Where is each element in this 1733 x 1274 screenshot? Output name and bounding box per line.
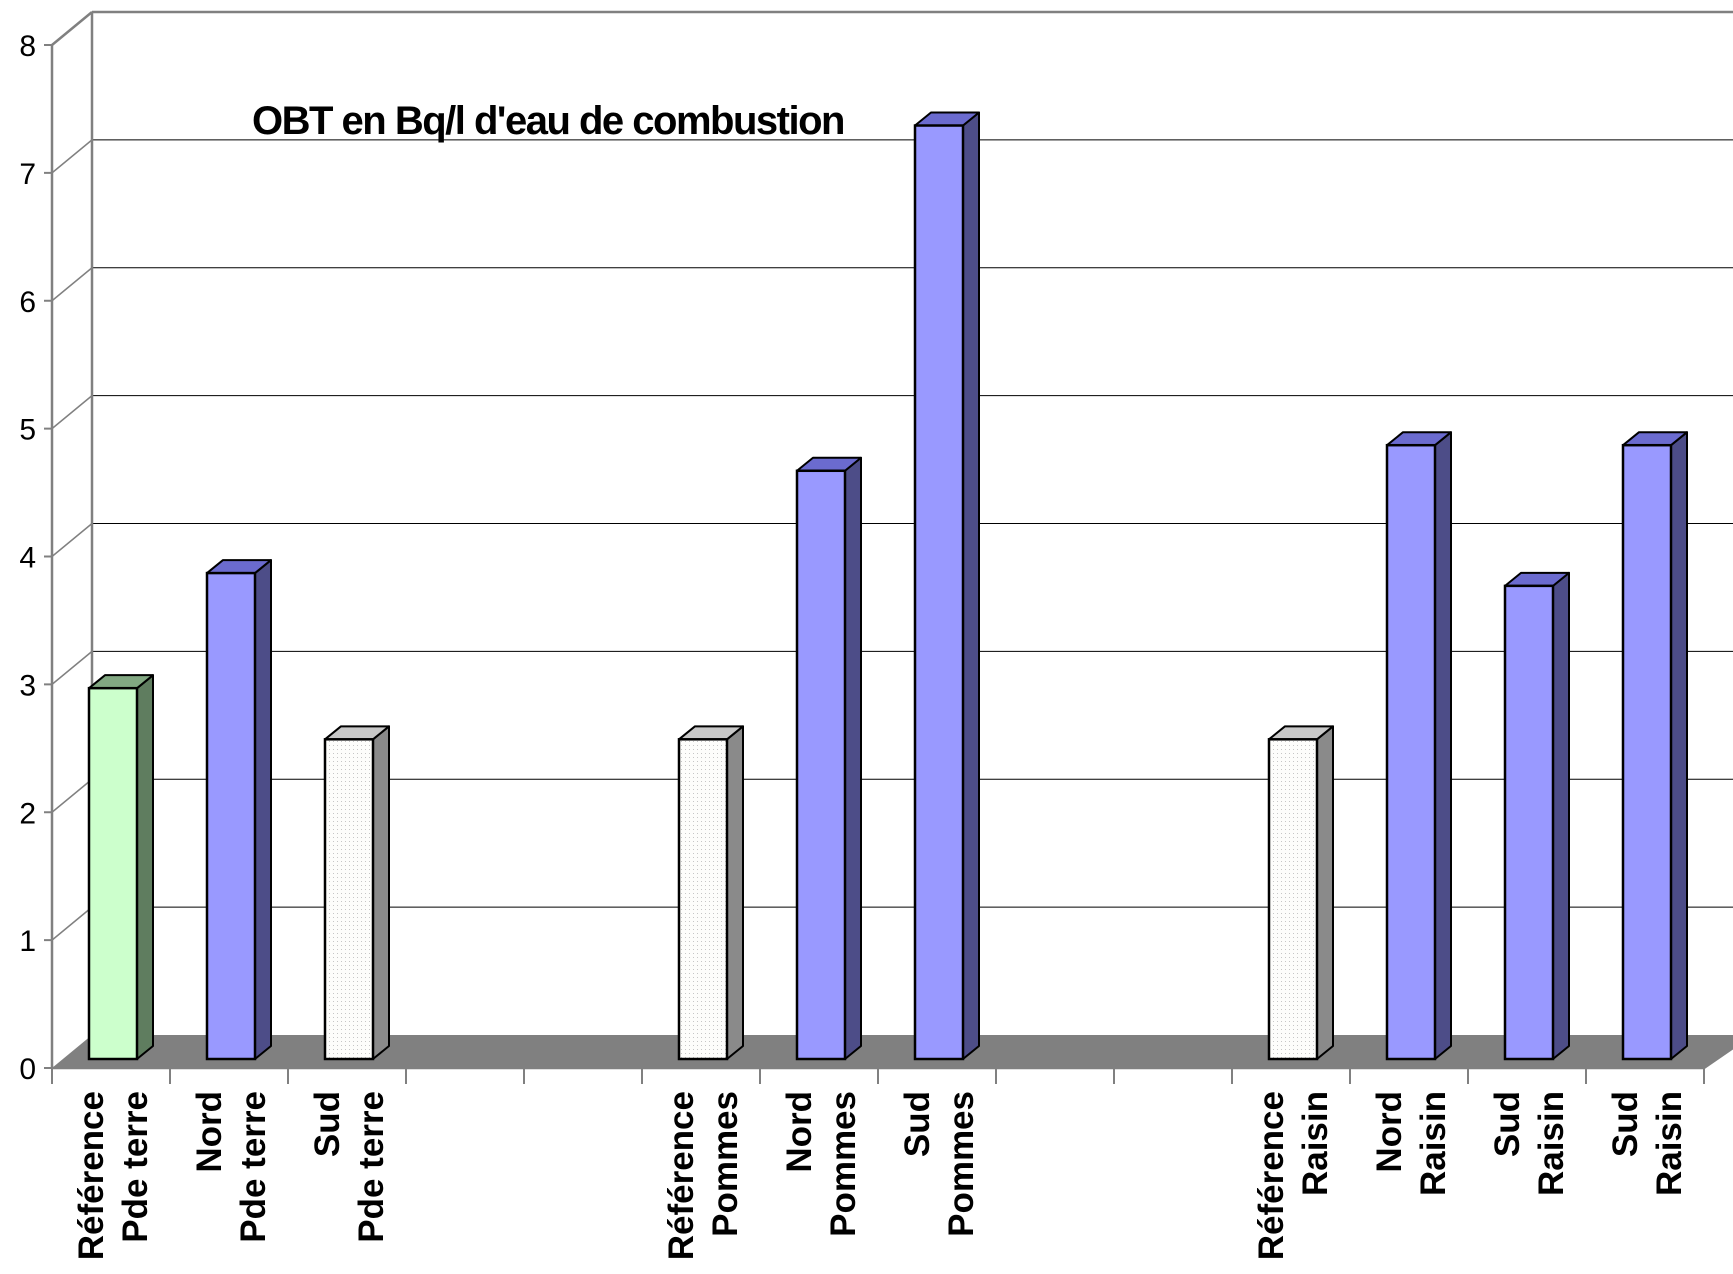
category-label: Nord Raisin (1370, 1091, 1453, 1196)
bar (205, 559, 272, 1061)
bar-layer (87, 111, 1688, 1061)
bar-front (1503, 584, 1555, 1061)
category-label-line: Référence (72, 1091, 111, 1260)
bar (87, 674, 154, 1061)
bar-front (1267, 738, 1319, 1061)
floor-layer (52, 1035, 1733, 1068)
bar-side (1670, 431, 1688, 1060)
bar (913, 111, 980, 1061)
bar (677, 725, 744, 1061)
bar-front (205, 571, 257, 1061)
side-gridline (51, 267, 93, 302)
chart-title: OBT en Bq/l d'eau de combustion (252, 99, 844, 143)
bar (1503, 571, 1570, 1061)
floor-edge (1703, 1046, 1733, 1070)
bar-front (1385, 443, 1437, 1061)
bar (1267, 725, 1334, 1061)
wall-top-diagonal (51, 11, 93, 46)
y-tick-label: 0 (19, 1053, 36, 1086)
category-label-line: Pommes (824, 1091, 863, 1237)
bar-front (677, 738, 729, 1061)
label-layer: Référence Pde terre Nord Pde terre Sud Pde te… (72, 1091, 1689, 1260)
bar-front (913, 124, 965, 1061)
bar-side (372, 725, 390, 1060)
category-label: Référence Raisin (1252, 1091, 1335, 1260)
category-label: Sud Pommes (898, 1091, 981, 1237)
category-label-line: Sud (308, 1091, 347, 1157)
bar (1621, 431, 1688, 1061)
category-label: Nord Pommes (780, 1091, 863, 1237)
bar-side (962, 111, 980, 1060)
bar-side (136, 674, 154, 1060)
bar (323, 725, 390, 1061)
side-gridline (51, 778, 93, 813)
category-label-line: Pommes (942, 1091, 981, 1237)
category-label-line: Nord (190, 1091, 229, 1173)
category-label: Référence Pommes (662, 1091, 745, 1260)
bar-side (1552, 571, 1570, 1060)
y-tick-label: 4 (19, 542, 36, 575)
side-gridline (51, 650, 93, 685)
bar-front (87, 686, 139, 1061)
side-gridline (51, 522, 93, 558)
grid-layer (51, 10, 1733, 1035)
category-label-line: Pommes (706, 1091, 745, 1237)
chart-floor (52, 1035, 1733, 1068)
bar-front (795, 469, 847, 1061)
y-tick-label: 8 (19, 30, 36, 63)
y-tick-label: 5 (19, 414, 36, 447)
category-label-line: Pde terre (116, 1091, 155, 1243)
category-label-line: Raisin (1296, 1091, 1335, 1196)
category-label-line: Pde terre (234, 1091, 273, 1243)
y-tick-label: 1 (19, 925, 36, 958)
y-tick-label: 3 (19, 669, 36, 702)
side-gridline (51, 139, 93, 174)
category-label-line: Sud (898, 1091, 937, 1157)
bar-side (1434, 431, 1452, 1060)
category-label-line: Sud (1488, 1091, 1527, 1157)
bar-front (1621, 443, 1673, 1061)
category-label: Nord Pde terre (190, 1091, 273, 1243)
bar-side (726, 725, 744, 1060)
bar (795, 456, 862, 1061)
y-tick-label: 7 (19, 158, 36, 191)
category-label-line: Raisin (1414, 1091, 1453, 1196)
category-label: Sud Raisin (1488, 1091, 1571, 1196)
category-label: Référence Pde terre (72, 1091, 155, 1260)
y-tick-label: 2 (19, 797, 36, 830)
category-label: Sud Raisin (1606, 1091, 1689, 1196)
category-label-line: Raisin (1532, 1091, 1571, 1196)
bar (1385, 431, 1452, 1061)
category-label-line: Pde terre (352, 1091, 391, 1243)
category-label: Sud Pde terre (308, 1091, 391, 1243)
category-label-line: Référence (1252, 1091, 1291, 1260)
axis-layer: 0 1 2 3 4 5 6 7 8 (19, 30, 1733, 1086)
side-gridline (51, 395, 93, 430)
category-label-line: Référence (662, 1091, 701, 1260)
side-gridline (51, 906, 93, 941)
bar-side (1316, 725, 1334, 1060)
y-tick-label: 6 (19, 286, 36, 319)
bar-side (844, 456, 862, 1060)
bar-front (323, 738, 375, 1061)
category-label-line: Nord (1370, 1091, 1409, 1173)
category-label-line: Nord (780, 1091, 819, 1173)
category-label-line: Sud (1606, 1091, 1645, 1157)
bar-side (254, 559, 272, 1060)
category-label-line: Raisin (1650, 1091, 1689, 1196)
